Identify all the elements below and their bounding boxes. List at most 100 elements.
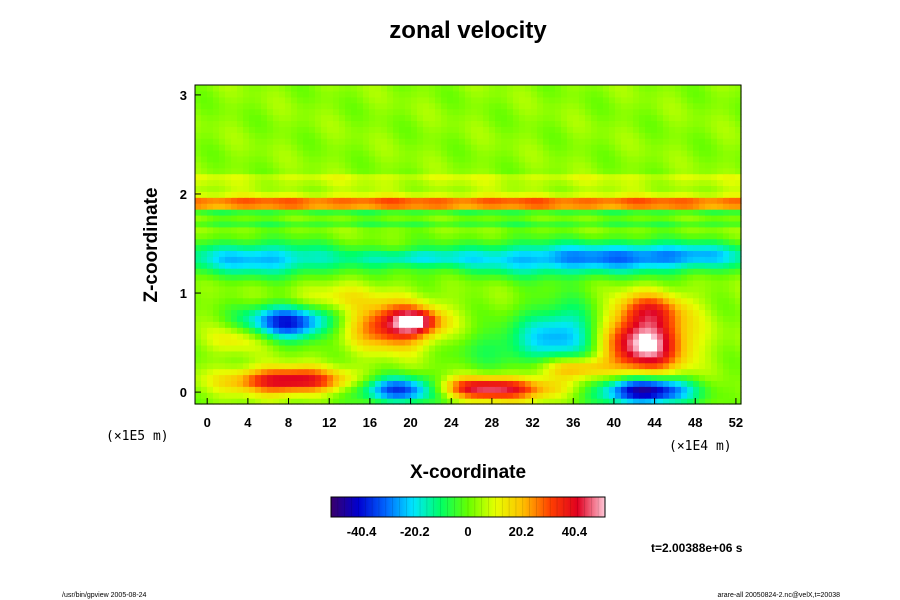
heatmap-cell	[687, 250, 694, 257]
heatmap-cell	[309, 209, 316, 216]
heatmap-cell	[417, 85, 424, 92]
heatmap-cell	[633, 380, 640, 387]
heatmap-cell	[411, 333, 418, 340]
heatmap-cell	[387, 285, 394, 293]
heatmap-cell	[303, 321, 310, 328]
heatmap-cell	[579, 303, 586, 311]
heatmap-cell	[339, 149, 346, 157]
heatmap-cell	[369, 339, 376, 346]
heatmap-cell	[651, 161, 658, 169]
heatmap-cell	[591, 173, 598, 181]
heatmap-cell	[279, 138, 286, 145]
heatmap-cell	[201, 327, 208, 334]
heatmap-cell	[555, 203, 562, 210]
heatmap-cell	[639, 132, 646, 139]
heatmap-cell	[669, 303, 676, 311]
heatmap-cell	[495, 274, 502, 281]
heatmap-cell	[597, 220, 604, 228]
heatmap-cell	[327, 114, 334, 122]
heatmap-cell	[669, 85, 676, 92]
heatmap-cell	[705, 144, 712, 151]
heatmap-cell	[261, 386, 268, 393]
heatmap-cell	[441, 238, 448, 246]
heatmap-cell	[267, 315, 274, 322]
heatmap-cell	[561, 126, 568, 133]
heatmap-cell	[645, 250, 652, 257]
heatmap-cell	[561, 380, 568, 387]
heatmap-cell	[195, 315, 202, 322]
heatmap-cell	[681, 392, 688, 399]
heatmap-cell	[615, 380, 622, 387]
heatmap-cell	[195, 362, 202, 370]
heatmap-cell	[285, 285, 292, 293]
heatmap-cell	[429, 309, 436, 316]
heatmap-cell	[369, 297, 376, 305]
heatmap-cell	[717, 344, 724, 352]
heatmap-cell	[477, 333, 484, 340]
heatmap-cell	[531, 315, 538, 322]
heatmap-cell	[645, 108, 652, 116]
heatmap-cell	[489, 244, 496, 252]
heatmap-cell	[621, 256, 628, 263]
heatmap-cell	[549, 120, 556, 127]
heatmap-cell	[255, 333, 262, 340]
heatmap-cell	[345, 350, 352, 358]
heatmap-cell	[429, 344, 436, 352]
heatmap-cell	[333, 279, 340, 287]
heatmap-cell	[435, 220, 442, 228]
heatmap-cell	[315, 197, 322, 204]
heatmap-cell	[543, 209, 550, 216]
heatmap-cell	[585, 197, 592, 204]
heatmap-cell	[381, 149, 388, 157]
heatmap-cell	[567, 85, 574, 92]
heatmap-cell	[687, 398, 694, 405]
heatmap-cell	[207, 386, 214, 393]
heatmap-cell	[579, 333, 586, 340]
heatmap-cell	[423, 191, 430, 198]
heatmap-cell	[657, 232, 664, 240]
heatmap-cell	[381, 120, 388, 127]
heatmap-cell	[321, 244, 328, 252]
heatmap-cell	[489, 85, 496, 92]
heatmap-cell	[297, 356, 304, 364]
heatmap-cell	[603, 126, 610, 133]
heatmap-cell	[411, 285, 418, 293]
heatmap-cell	[735, 102, 742, 110]
heatmap-cell	[555, 339, 562, 346]
heatmap-cell	[261, 285, 268, 293]
heatmap-cell	[201, 102, 208, 110]
heatmap-cell	[483, 114, 490, 122]
heatmap-cell	[591, 226, 598, 234]
heatmap-cell	[435, 138, 442, 145]
heatmap-cell	[237, 161, 244, 169]
heatmap-cell	[489, 232, 496, 240]
heatmap-cell	[579, 368, 586, 376]
heatmap-cell	[633, 398, 640, 405]
heatmap-cell	[219, 279, 226, 287]
heatmap-cell	[711, 356, 718, 364]
heatmap-cell	[657, 268, 664, 275]
heatmap-cell	[489, 173, 496, 181]
heatmap-cell	[495, 144, 502, 151]
heatmap-cell	[621, 85, 628, 92]
heatmap-cell	[663, 96, 670, 104]
heatmap-cell	[675, 303, 682, 311]
heatmap-cell	[489, 126, 496, 133]
heatmap-cell	[333, 161, 340, 169]
heatmap-cell	[405, 398, 412, 405]
heatmap-cell	[657, 155, 664, 163]
heatmap-cell	[411, 161, 418, 169]
heatmap-cell	[705, 191, 712, 198]
heatmap-cell	[699, 327, 706, 334]
heatmap-cell	[669, 285, 676, 293]
heatmap-cell	[447, 238, 454, 246]
heatmap-cell	[579, 268, 586, 275]
heatmap-cell	[675, 321, 682, 328]
heatmap-cell	[687, 161, 694, 169]
heatmap-cell	[285, 374, 292, 381]
heatmap-cell	[441, 303, 448, 311]
heatmap-cell	[735, 244, 742, 252]
heatmap-cell	[315, 250, 322, 257]
heatmap-cell	[543, 244, 550, 252]
heatmap-cell	[513, 327, 520, 334]
